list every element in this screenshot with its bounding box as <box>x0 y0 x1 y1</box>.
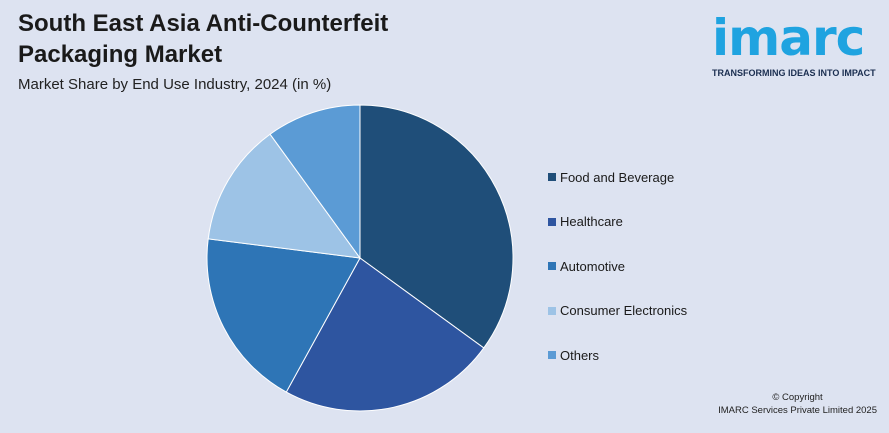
legend-swatch <box>548 173 556 181</box>
logo-wordmark: imarc <box>712 9 865 67</box>
legend-swatch <box>548 262 556 270</box>
legend-item: Healthcare <box>548 211 687 233</box>
pie-slice-consumer-electronics <box>207 133 362 259</box>
imarc-logo: imarc TRANSFORMING IDEAS INTO IMPACT <box>712 10 882 82</box>
legend-swatch <box>548 306 556 315</box>
copyright-line: © Copyright <box>772 392 823 403</box>
pie-slice-food-and-beverage <box>359 104 514 349</box>
pie-slice-healthcare <box>285 257 485 412</box>
chart-title: South East Asia Anti-Counterfeit Packagi… <box>18 10 389 68</box>
pie-chart <box>206 104 514 412</box>
legend-item: Automotive <box>548 255 687 277</box>
legend-label: Consumer Electronics <box>560 303 688 318</box>
copyright-owner: IMARC Services Private Limited 2025 <box>718 405 877 416</box>
pie-slice-others <box>269 104 361 260</box>
legend-label: Others <box>560 347 600 363</box>
legend-swatch <box>548 351 556 359</box>
legend-swatch <box>548 217 556 226</box>
chart-legend: Food and Beverage Healthcare Automotive Con… <box>548 166 687 389</box>
legend-item: Others <box>548 344 687 366</box>
logo-tagline: TRANSFORMING IDEAS INTO IMPACT <box>712 68 876 78</box>
legend-item: Consumer Electronics <box>548 300 687 322</box>
chart-subtitle: Market Share by End Use Industry, 2024 (… <box>18 76 332 93</box>
copyright-notice: © Copyright IMARC Services Private Limit… <box>718 391 877 417</box>
legend-label: Food and Beverage <box>560 169 675 185</box>
legend-item: Food and Beverage <box>548 166 687 188</box>
legend-label: Automotive <box>560 258 626 274</box>
legend-label: Healthcare <box>560 214 623 229</box>
pie-slice-automotive <box>206 238 361 393</box>
